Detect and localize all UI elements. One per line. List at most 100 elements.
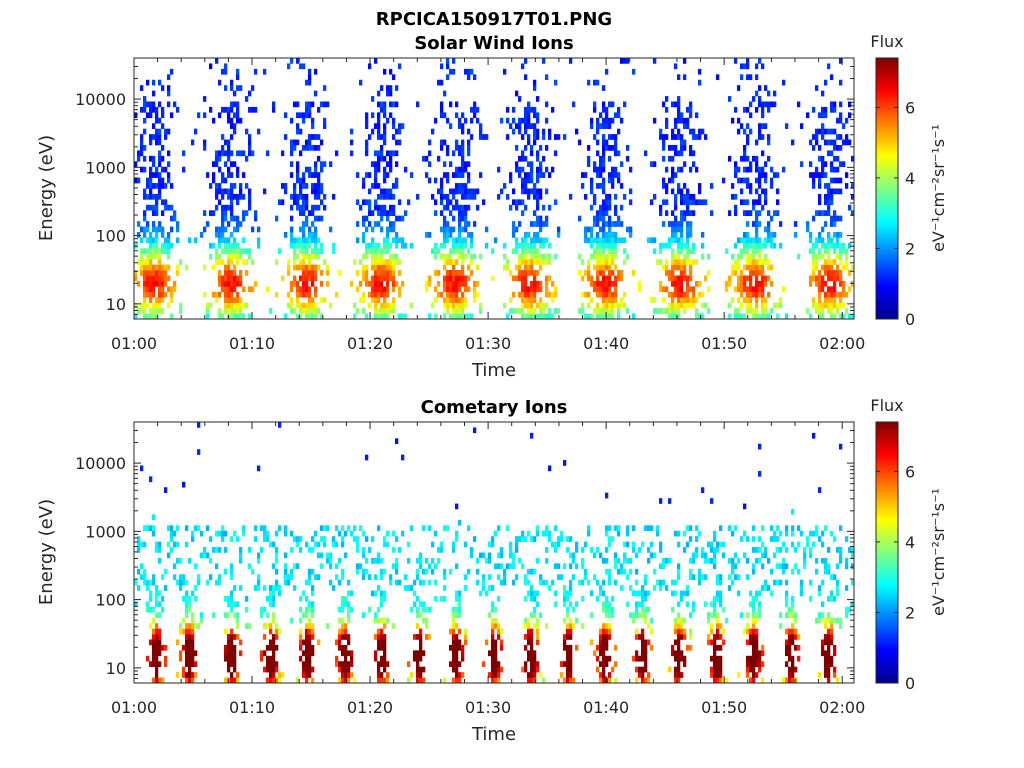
spectrogram-cell [362,275,366,282]
spectrogram-cell [698,579,702,586]
spectrogram-cell [509,204,513,211]
spectrogram-cell [308,313,312,319]
spectrogram-cell [458,188,462,195]
spectrogram-cell [728,275,732,282]
spectrogram-cell [548,313,552,319]
spectrogram-cell [194,237,198,244]
spectrogram-cell [236,280,240,287]
spectrogram-cell [308,579,312,586]
spectrogram-cell [686,590,690,597]
spectrogram-cell [671,210,675,216]
spectrogram-cell [716,617,720,624]
spectrogram-cell [524,596,528,602]
spectrogram-cell [668,313,672,319]
spectrogram-cell [731,183,735,189]
spectrogram-cell [464,215,468,222]
spectrogram-cell [773,302,777,309]
spectrogram-cell [530,536,534,542]
spectrogram-cell [224,530,228,537]
spectrogram-cell [527,188,531,195]
spectrogram-cell [380,280,384,287]
spectrogram-cell [182,596,186,602]
spectrogram-cell [380,264,384,271]
spectrogram-cell [164,280,168,287]
spectrogram-cell [302,172,306,178]
spectrogram-cell [683,308,687,314]
spectrogram-cell [230,596,234,602]
spectrogram-cell [485,226,489,233]
spectrogram-cell [671,264,675,271]
spectrogram-cell [758,666,762,673]
spectrogram-cell [218,112,222,119]
spectrogram-cell [320,313,324,319]
spectrogram-cell [746,655,750,662]
spectrogram-cell [236,617,240,624]
spectrogram-cell [647,590,651,597]
spectrogram-cell [779,547,783,553]
spectrogram-cell [758,193,762,200]
spectrogram-cell [755,628,759,635]
spectrogram-cell [761,541,765,548]
spectrogram-cell [755,248,759,255]
spectrogram-cell [752,568,756,575]
spectrogram-cell [392,259,396,265]
spectrogram-cell [230,259,234,265]
spectrogram-cell [749,237,753,244]
spectrogram-cell [677,661,681,667]
spectrogram-cell [686,259,690,265]
spectrogram-cell [470,547,474,553]
spectrogram-cell [224,280,228,287]
spectrogram-cell [752,155,756,162]
spectrogram-cell [677,242,681,249]
spectrogram-cell [461,188,465,195]
spectrogram-cell [833,259,837,265]
spectrogram-cell [452,270,456,276]
spectrogram-cell [455,112,459,119]
spectrogram-cell [392,101,396,108]
spectrogram-cell [158,291,162,298]
spectrogram-cell [149,606,153,613]
spectrogram-cell [527,248,531,255]
spectrogram-cell [311,677,315,683]
spectrogram-cell [497,677,501,683]
spectrogram-cell [791,541,795,548]
spectrogram-cell [311,204,315,211]
spectrogram-cell [662,199,666,206]
spectrogram-cell [248,150,252,157]
spectrogram-cell [749,302,753,309]
spectrogram-cell [680,264,684,271]
spectrogram-cell [662,297,666,303]
spectrogram-cell [293,280,297,287]
spectrogram-cell [377,628,381,635]
spectrogram-cell [368,248,372,255]
spectrogram-cell [455,259,459,265]
spectrogram-cell [674,226,678,233]
spectrogram-cell [824,661,828,667]
spectrogram-cell [236,291,240,298]
spectrogram-cell [422,617,426,624]
spectrogram-cell [638,590,642,597]
spectrogram-cell [308,634,312,640]
spectrogram-cell [755,270,759,276]
spectrogram-cell [461,248,465,255]
spectrogram-cell [227,237,231,244]
spectrogram-cell [482,579,486,586]
spectrogram-cell [233,161,237,168]
spectrogram-cell [311,237,315,244]
spectrogram-cell [452,297,456,303]
spectrogram-cell [221,204,225,211]
spectrogram-cell [167,150,171,157]
spectrogram-cell [512,248,516,255]
spectrogram-cell [524,145,528,151]
spectrogram-cell [170,226,174,233]
spectrogram-cell [596,139,600,146]
spectrogram-cell [515,237,519,244]
spectrogram-cell [464,68,468,75]
spectrogram-cell [227,291,231,298]
spectrogram-cell [497,166,501,173]
spectrogram-cell [599,628,603,635]
spectrogram-cell [236,242,240,249]
spectrogram-cell [713,650,717,657]
spectrogram-cell [803,547,807,553]
spectrogram-cell [758,291,762,298]
